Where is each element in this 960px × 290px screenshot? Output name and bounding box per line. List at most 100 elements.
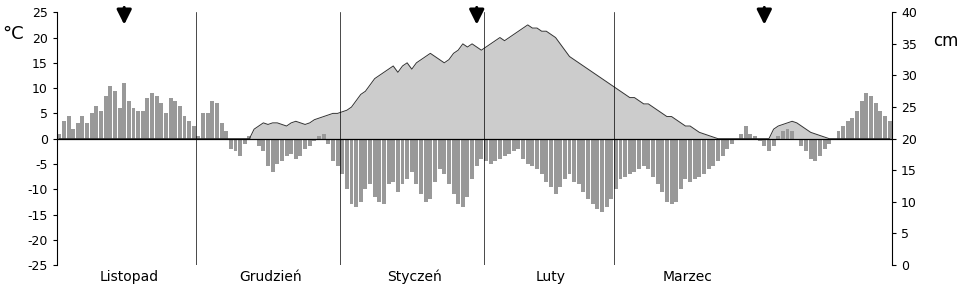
Bar bbox=[618, 139, 622, 179]
Bar bbox=[780, 131, 785, 139]
Bar bbox=[725, 139, 730, 149]
Bar bbox=[498, 139, 502, 159]
Bar bbox=[336, 139, 340, 166]
Bar bbox=[405, 139, 409, 179]
Bar bbox=[828, 139, 831, 144]
Bar bbox=[563, 139, 566, 179]
Bar bbox=[104, 96, 108, 139]
Bar bbox=[132, 108, 135, 139]
Bar bbox=[544, 139, 548, 182]
Bar bbox=[559, 139, 563, 187]
Bar bbox=[178, 106, 181, 139]
Bar bbox=[377, 139, 381, 202]
Bar bbox=[136, 111, 140, 139]
Bar bbox=[716, 139, 720, 162]
Y-axis label: °C: °C bbox=[2, 25, 24, 43]
Bar bbox=[420, 139, 423, 194]
Bar bbox=[818, 139, 822, 156]
Bar bbox=[433, 139, 437, 182]
Bar bbox=[679, 139, 683, 189]
Bar bbox=[711, 139, 715, 166]
Bar bbox=[888, 121, 892, 139]
Bar bbox=[372, 139, 376, 197]
Bar bbox=[693, 139, 697, 179]
Bar bbox=[117, 108, 122, 139]
Bar bbox=[410, 139, 414, 172]
Bar bbox=[860, 101, 864, 139]
Bar bbox=[164, 113, 168, 139]
Bar bbox=[800, 139, 804, 146]
Bar bbox=[841, 126, 845, 139]
Bar bbox=[331, 139, 335, 162]
Bar bbox=[572, 139, 576, 182]
Bar bbox=[665, 139, 669, 202]
Bar bbox=[228, 139, 233, 149]
Bar bbox=[475, 139, 479, 166]
Bar bbox=[428, 139, 432, 199]
Bar bbox=[804, 139, 808, 151]
Bar bbox=[623, 139, 627, 177]
Bar bbox=[233, 139, 237, 151]
Bar bbox=[210, 101, 214, 139]
Bar bbox=[540, 139, 543, 174]
Bar bbox=[248, 136, 252, 139]
Bar bbox=[521, 139, 525, 159]
Bar bbox=[220, 124, 224, 139]
Bar bbox=[600, 139, 604, 212]
Bar bbox=[484, 139, 488, 162]
Bar bbox=[669, 139, 674, 204]
Bar bbox=[531, 139, 535, 166]
Bar bbox=[785, 128, 789, 139]
Bar bbox=[582, 139, 586, 192]
Bar bbox=[479, 139, 483, 159]
Bar bbox=[456, 139, 460, 204]
Bar bbox=[197, 136, 201, 139]
Bar bbox=[851, 118, 854, 139]
Bar bbox=[284, 139, 289, 156]
Bar bbox=[364, 139, 368, 189]
Bar bbox=[883, 116, 887, 139]
Bar bbox=[312, 139, 317, 141]
Bar bbox=[684, 139, 687, 179]
Bar bbox=[340, 139, 345, 174]
Bar bbox=[215, 103, 219, 139]
Bar bbox=[697, 139, 702, 177]
Bar bbox=[261, 139, 265, 151]
Bar bbox=[308, 139, 312, 146]
Bar bbox=[447, 139, 451, 184]
Bar bbox=[651, 139, 655, 177]
Bar bbox=[387, 139, 391, 184]
Bar bbox=[359, 139, 363, 202]
Bar bbox=[633, 139, 636, 172]
Bar bbox=[577, 139, 581, 184]
Bar bbox=[396, 139, 400, 192]
Bar bbox=[674, 139, 678, 202]
Bar bbox=[590, 139, 594, 204]
Bar bbox=[276, 139, 279, 164]
Bar bbox=[423, 139, 427, 202]
Bar bbox=[628, 139, 632, 174]
Bar bbox=[205, 113, 209, 139]
Bar bbox=[610, 139, 613, 199]
Bar bbox=[641, 139, 646, 166]
Bar bbox=[749, 134, 753, 139]
Bar bbox=[155, 96, 158, 139]
Bar bbox=[303, 139, 307, 149]
Bar bbox=[173, 101, 178, 139]
Bar bbox=[874, 103, 877, 139]
Bar bbox=[762, 139, 766, 146]
Bar bbox=[846, 121, 850, 139]
Bar bbox=[400, 139, 404, 184]
Bar bbox=[739, 134, 743, 139]
Bar bbox=[349, 139, 353, 204]
Bar bbox=[289, 139, 293, 154]
Bar bbox=[516, 139, 520, 149]
Bar bbox=[790, 131, 794, 139]
Bar bbox=[869, 96, 873, 139]
Bar bbox=[772, 139, 776, 146]
Bar bbox=[382, 139, 386, 204]
Bar bbox=[757, 139, 761, 141]
Bar bbox=[94, 106, 98, 139]
Bar bbox=[526, 139, 530, 164]
Bar bbox=[744, 126, 748, 139]
